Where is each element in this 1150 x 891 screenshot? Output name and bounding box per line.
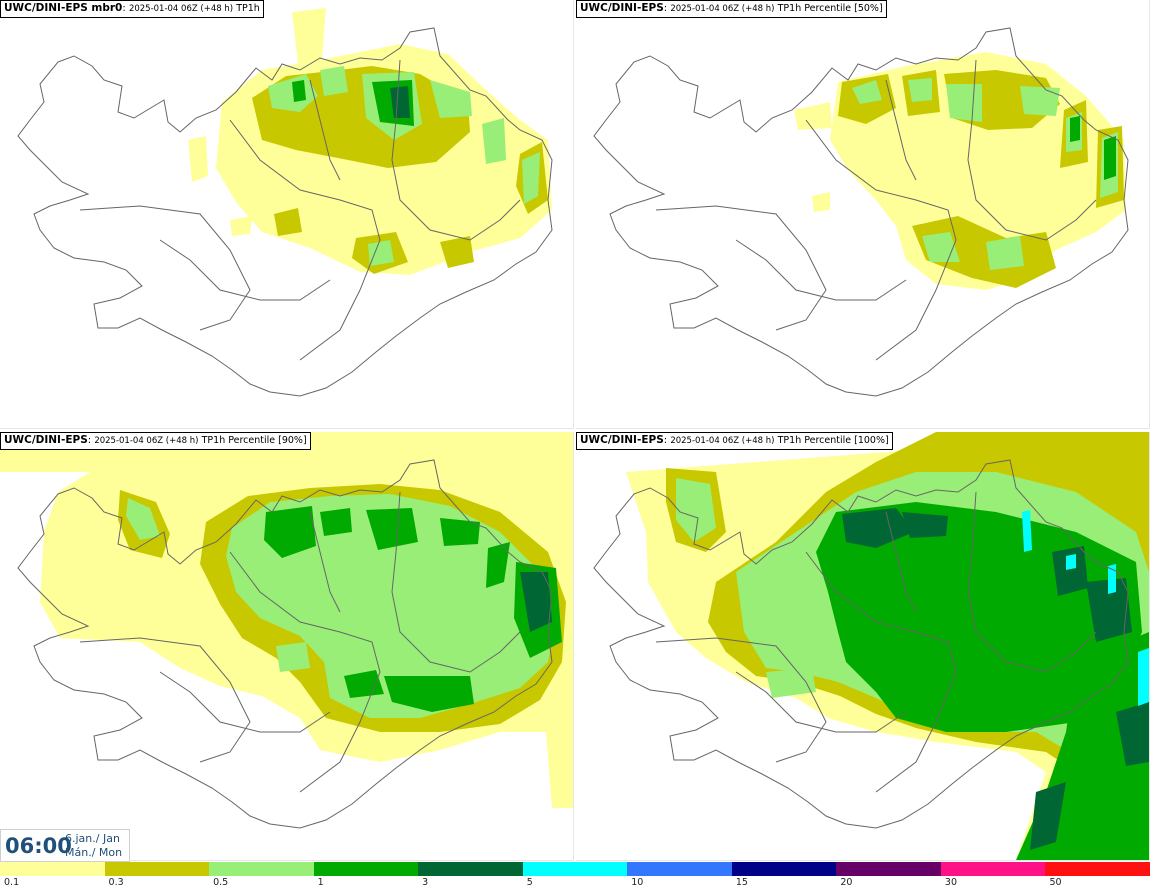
- panel-title-mbr0: UWC/DINI-EPS mbr0: 2025-01-04 06Z (+48 h…: [0, 0, 264, 18]
- legend-swatch: [731, 862, 838, 876]
- legend-tick-label: 50: [1049, 877, 1062, 888]
- legend-color-bar: [0, 862, 1150, 876]
- map-panel-p90: UWC/DINI-EPS: 2025-01-04 06Z (+48 h) TP1…: [0, 432, 574, 861]
- precip-field-p50: [794, 52, 1126, 290]
- legend-tick-label: 5: [526, 877, 533, 888]
- legend-tick-label: 0.3: [108, 877, 124, 888]
- legend-swatch: [522, 862, 629, 876]
- panel-title-p90: UWC/DINI-EPS: 2025-01-04 06Z (+48 h) TP1…: [0, 432, 311, 450]
- panel-member: mbr0: [87, 2, 123, 14]
- iceland-map-p50: [593, 27, 1129, 397]
- panel-title-p50: UWC/DINI-EPS: 2025-01-04 06Z (+48 h) TP1…: [576, 0, 887, 18]
- legend-tick-label: 30: [944, 877, 957, 888]
- legend-tick-label: 0.5: [213, 877, 229, 888]
- precip-color-legend: 0.1 0.3 0.5 1 3 5 10 15 20 30 50: [0, 862, 1150, 891]
- panel-field: TP1h Percentile [50%]: [777, 3, 883, 14]
- coastline-p50: [593, 27, 1129, 397]
- panel-run: 2025-01-04 06Z (+48 h): [128, 4, 234, 14]
- coastline-mbr0: [17, 27, 553, 397]
- precip-field-p100: [626, 432, 1149, 860]
- panel-run: 2025-01-04 06Z (+48 h): [670, 436, 775, 446]
- panel-model: UWC/DINI-EPS: [4, 2, 88, 14]
- coastline-p90: [17, 459, 553, 829]
- valid-time-day: Mán./ Mon: [65, 846, 123, 859]
- panel-field: TP1h: [236, 3, 260, 14]
- panel-field: TP1h Percentile [90%]: [201, 435, 307, 446]
- legend-swatch: [104, 862, 211, 876]
- valid-time-hour: 06:00: [5, 834, 72, 858]
- legend-tick-label: 10: [631, 877, 644, 888]
- legend-swatch: [836, 862, 942, 876]
- valid-time-date: 6.jan./ Jan: [65, 832, 120, 845]
- legend-tick-label: 15: [735, 877, 748, 888]
- panel-run: 2025-01-04 06Z (+48 h): [670, 4, 775, 14]
- panel-model: UWC/DINI-EPS: [580, 434, 664, 446]
- iceland-map-p90: [0, 432, 573, 829]
- panel-run: 2025-01-04 06Z (+48 h): [94, 436, 199, 446]
- panel-model: UWC/DINI-EPS: [4, 434, 88, 446]
- legend-swatch: [1045, 862, 1150, 876]
- iceland-map-p100: [593, 432, 1149, 860]
- legend-swatch: [0, 862, 106, 876]
- panel-field: TP1h Percentile [100%]: [777, 435, 889, 446]
- legend-tick-label: 0.1: [4, 877, 20, 888]
- map-panel-p100: UWC/DINI-EPS: 2025-01-04 06Z (+48 h) TP1…: [576, 432, 1150, 861]
- panel-title-p100: UWC/DINI-EPS: 2025-01-04 06Z (+48 h) TP1…: [576, 432, 893, 450]
- map-panel-mbr0: UWC/DINI-EPS mbr0: 2025-01-04 06Z (+48 h…: [0, 0, 574, 429]
- precip-field-p90: [0, 432, 573, 808]
- precip-field-mbr0: [188, 8, 552, 275]
- legend-tick-label: 3: [422, 877, 429, 888]
- valid-time-box: 06:00 6.jan./ Jan Mán./ Mon: [0, 829, 130, 862]
- legend-tick-label: 1: [317, 877, 324, 888]
- legend-swatch: [209, 862, 315, 876]
- legend-tick-label: 20: [840, 877, 853, 888]
- panel-model: UWC/DINI-EPS: [580, 2, 664, 14]
- legend-swatch: [940, 862, 1047, 876]
- iceland-map-mbr0: [17, 8, 553, 397]
- legend-swatch: [418, 862, 524, 876]
- legend-swatch: [313, 862, 420, 876]
- coastline-p100: [593, 459, 1129, 829]
- legend-swatch: [627, 862, 733, 876]
- map-panel-p50: UWC/DINI-EPS: 2025-01-04 06Z (+48 h) TP1…: [576, 0, 1150, 429]
